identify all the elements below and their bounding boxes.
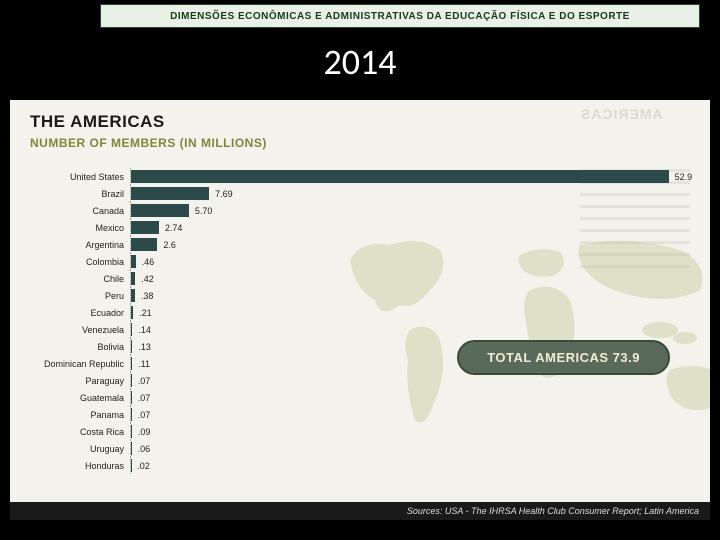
bar-track: .02 <box>130 457 690 474</box>
bar-value: .11 <box>134 355 150 372</box>
bar-label: Mexico <box>30 223 130 233</box>
bar-value: 2.6 <box>159 236 176 253</box>
ghost-mirror-title: AMERICAS <box>580 106 700 122</box>
header-banner: DIMENSÕES ECONÔMICAS E ADMINISTRATIVAS D… <box>100 4 700 28</box>
bar-row: Ecuador .21 <box>30 304 690 321</box>
year-heading: 2014 <box>0 40 720 84</box>
bar-fill <box>131 408 132 421</box>
bar-fill <box>131 357 132 370</box>
bar-row: Guatemala .07 <box>30 389 690 406</box>
bar-track: 7.69 <box>130 185 690 202</box>
bars-container: United States52.9Brazil7.69Canada5.70Mex… <box>30 168 690 474</box>
chart-panel: AMERICAS THE AMERICAS NUMBER OF MEMBERS … <box>10 100 710 520</box>
bar-row: Uruguay .06 <box>30 440 690 457</box>
bar-value: .21 <box>135 304 152 321</box>
bar-row: Chile .42 <box>30 270 690 287</box>
bar-value: 7.69 <box>211 185 233 202</box>
bar-track: .14 <box>130 321 690 338</box>
bar-label: Venezuela <box>30 325 130 335</box>
bar-row: Honduras.02 <box>30 457 690 474</box>
bar-fill <box>131 391 132 404</box>
chart-title: THE AMERICAS <box>30 112 165 132</box>
bar-row: Argentina 2.6 <box>30 236 690 253</box>
bar-fill <box>131 425 132 438</box>
bar-value: .07 <box>134 372 151 389</box>
bar-track: 2.6 <box>130 236 690 253</box>
bar-value: 2.74 <box>161 219 183 236</box>
bar-label: Brazil <box>30 189 130 199</box>
bar-fill <box>131 255 136 268</box>
bar-row: Costa Rica .09 <box>30 423 690 440</box>
bar-row: Mexico 2.74 <box>30 219 690 236</box>
bar-fill <box>131 289 135 302</box>
bar-value: .07 <box>134 406 151 423</box>
bar-value: .06 <box>134 440 151 457</box>
bar-label: Chile <box>30 274 130 284</box>
bar-fill <box>131 340 132 353</box>
bar-label: Paraguay <box>30 376 130 386</box>
bar-value: .07 <box>134 389 151 406</box>
source-text: Sources: USA - The IHRSA Health Club Con… <box>407 506 699 516</box>
bar-value: .09 <box>134 423 151 440</box>
bar-row: Venezuela .14 <box>30 321 690 338</box>
bar-fill <box>131 187 209 200</box>
bar-row: Brazil 7.69 <box>30 185 690 202</box>
bar-fill <box>131 221 159 234</box>
bar-label: Guatemala <box>30 393 130 403</box>
bar-label: Dominican Republic <box>30 359 130 369</box>
bar-row: United States 52.9 <box>30 168 690 185</box>
bar-fill <box>131 272 135 285</box>
bar-value: 52.9 <box>671 168 693 185</box>
bar-track: .07 <box>130 389 690 406</box>
bar-track: .09 <box>130 423 690 440</box>
bar-fill <box>131 323 132 336</box>
source-footer: Sources: USA - The IHRSA Health Club Con… <box>10 502 710 520</box>
bar-track: 2.74 <box>130 219 690 236</box>
bar-label: Panama <box>30 410 130 420</box>
bar-track: 52.9 <box>130 168 690 185</box>
bar-track: .46 <box>130 253 690 270</box>
bar-fill <box>131 204 189 217</box>
bar-label: Ecuador <box>30 308 130 318</box>
bar-fill <box>131 170 669 183</box>
banner-text: DIMENSÕES ECONÔMICAS E ADMINISTRATIVAS D… <box>170 11 630 22</box>
bar-label: Peru <box>30 291 130 301</box>
bar-value: .46 <box>138 253 155 270</box>
bar-label: Colombia <box>30 257 130 267</box>
bar-fill <box>131 306 133 319</box>
bar-label: Argentina <box>30 240 130 250</box>
bar-value: .38 <box>137 287 154 304</box>
bar-row: Peru .38 <box>30 287 690 304</box>
bar-track: .06 <box>130 440 690 457</box>
bar-label: Costa Rica <box>30 427 130 437</box>
bar-value: .14 <box>134 321 151 338</box>
bar-value: .42 <box>137 270 154 287</box>
bar-label: Canada <box>30 206 130 216</box>
bar-value: .13 <box>134 338 151 355</box>
bar-value: 5.70 <box>191 202 213 219</box>
bar-label: United States <box>30 172 130 182</box>
bar-label: Honduras <box>30 461 130 471</box>
bar-track: .07 <box>130 406 690 423</box>
bar-value: .02 <box>133 457 150 474</box>
bar-track: .21 <box>130 304 690 321</box>
bar-track: .42 <box>130 270 690 287</box>
bar-label: Bolivia <box>30 342 130 352</box>
bar-fill <box>131 374 132 387</box>
total-badge: TOTAL AMERICAS 73.9 <box>457 340 670 375</box>
bar-row: Panama .07 <box>30 406 690 423</box>
bar-fill <box>131 442 132 455</box>
bar-track: 5.70 <box>130 202 690 219</box>
chart-subtitle: NUMBER OF MEMBERS (IN MILLIONS) <box>30 136 267 150</box>
bar-track: .38 <box>130 287 690 304</box>
bar-row: Canada 5.70 <box>30 202 690 219</box>
bar-fill <box>131 238 157 251</box>
bar-row: Colombia .46 <box>30 253 690 270</box>
bar-label: Uruguay <box>30 444 130 454</box>
